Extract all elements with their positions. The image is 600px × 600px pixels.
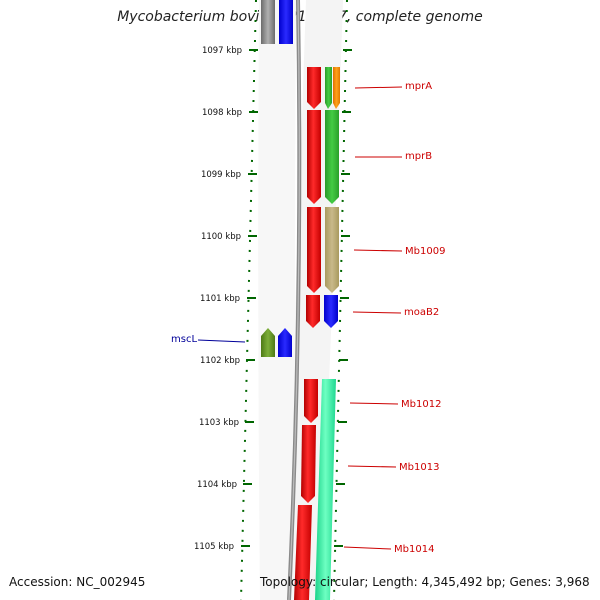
ruler-label-1097: 1097 kbp [202,46,242,56]
leader-line-Mb1014 [343,546,392,550]
cds-arrow-2[interactable] [307,110,321,204]
gene-label-Mb1012[interactable]: Mb1012 [401,399,441,410]
leader-line-mscL [197,339,246,343]
gene-arrow-mprA-orange[interactable] [333,67,340,109]
gene-arrow-mprA-green[interactable] [325,67,332,109]
cds-arrow-3[interactable] [307,207,321,293]
leader-line-moaB2 [352,311,402,314]
gene-arrow-Mb1013[interactable] [315,379,336,600]
ruler-label-1098: 1098 kbp [202,108,242,118]
gene-label-Mb1014[interactable]: Mb1014 [394,544,434,555]
cds-arrow-1[interactable] [307,67,321,109]
track-background-left [258,0,296,600]
ruler-line-left [240,0,257,600]
ruler-ticks-left [241,49,258,547]
leader-line-mprA [354,86,403,89]
gene-label-moaB2[interactable]: moaB2 [404,307,439,318]
ruler-label-1105: 1105 kbp [194,542,234,552]
gene-label-mprA[interactable]: mprA [405,81,432,92]
gene-arrow-mscL-olive[interactable] [261,328,275,357]
gene-arrow-mscL-blue[interactable] [278,328,292,357]
topology-text: Topology: circular; Length: 4,345,492 bp… [260,575,590,589]
accession-text: Accession: NC_002945 [9,575,146,589]
gene-arrow-moaB2[interactable] [324,295,338,328]
cds-arrow-7[interactable] [294,505,312,600]
cds-track-red [294,67,321,600]
gene-arrow-Mb1009[interactable] [325,207,339,293]
gene-arrow-mprB[interactable] [325,110,339,204]
feature-blue-top[interactable] [279,0,293,44]
ruler-line-right [333,0,348,600]
ruler-label-1104: 1104 kbp [197,480,237,490]
gene-track [315,67,340,600]
gene-label-Mb1013[interactable]: Mb1013 [399,462,439,473]
ruler-label-1103: 1103 kbp [199,418,239,428]
leader-line-Mb1012 [349,402,399,405]
leader-line-Mb1009 [353,249,403,252]
ruler-label-1099: 1099 kbp [201,170,241,180]
ruler-label-1100: 1100 kbp [201,232,241,242]
gene-label-mscL[interactable]: mscL [171,334,197,345]
cds-arrow-5[interactable] [304,379,318,423]
gene-label-mprB[interactable]: mprB [405,151,432,162]
ruler-ticks-right [334,49,352,547]
leader-line-Mb1013 [347,465,397,468]
feature-grey-top[interactable] [261,0,275,44]
cds-arrow-4[interactable] [306,295,320,328]
genome-backbone-highlight [288,0,300,600]
cds-arrow-6[interactable] [301,425,316,503]
gene-label-Mb1009[interactable]: Mb1009 [405,246,445,257]
ruler-label-1101: 1101 kbp [200,294,240,304]
ruler-label-1102: 1102 kbp [200,356,240,366]
